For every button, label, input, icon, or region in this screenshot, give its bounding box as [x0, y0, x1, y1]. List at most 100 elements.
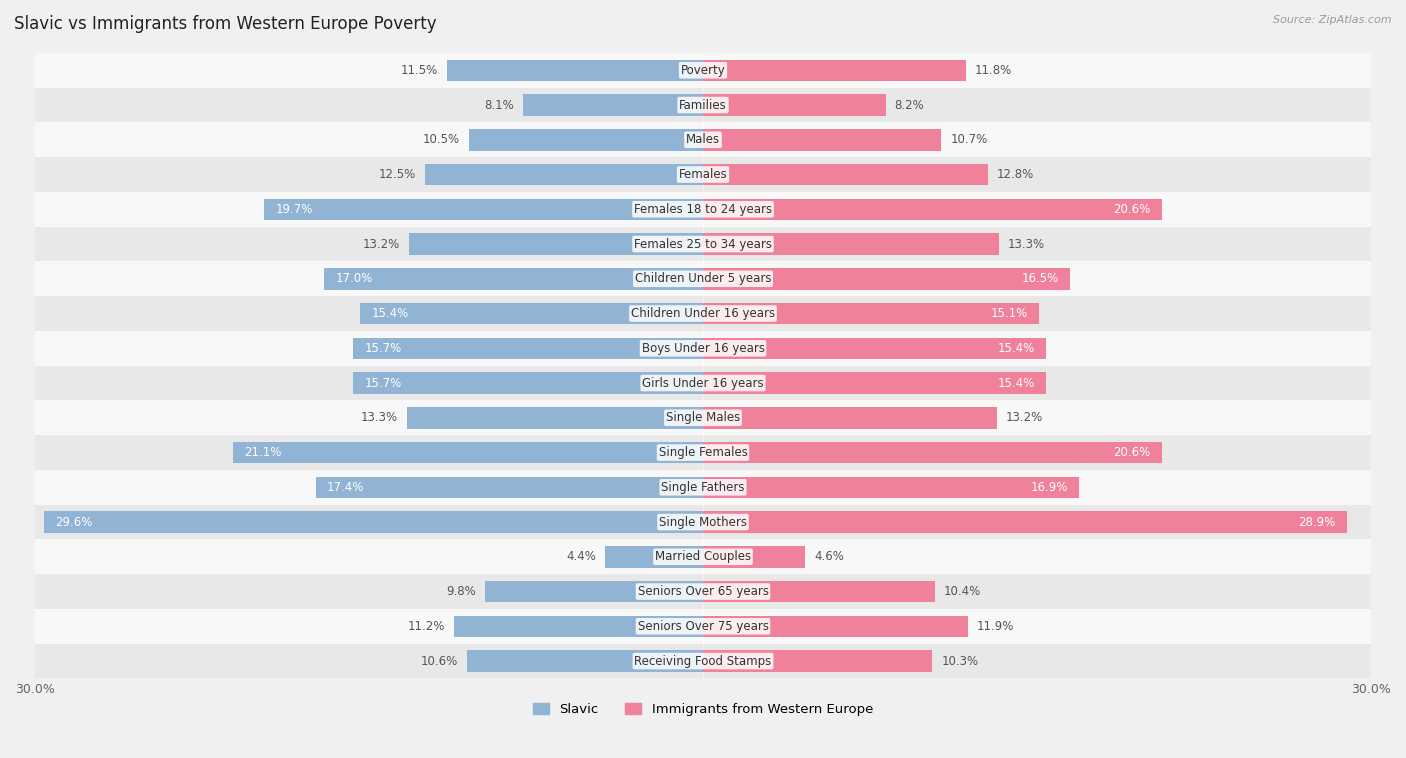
Text: 10.5%: 10.5% — [423, 133, 460, 146]
Bar — [35, 644, 1371, 678]
Text: 16.5%: 16.5% — [1022, 272, 1059, 285]
Bar — [315, 477, 703, 498]
Bar — [35, 574, 1371, 609]
Bar — [35, 88, 1371, 122]
Text: Seniors Over 75 years: Seniors Over 75 years — [637, 620, 769, 633]
Text: Poverty: Poverty — [681, 64, 725, 77]
Bar — [467, 650, 703, 672]
Text: 15.4%: 15.4% — [997, 342, 1035, 355]
Bar — [35, 53, 1371, 88]
Bar — [406, 407, 703, 428]
Bar — [35, 227, 1371, 262]
Bar — [35, 470, 1371, 505]
Bar — [703, 337, 1046, 359]
Text: 11.8%: 11.8% — [974, 64, 1012, 77]
Text: 15.1%: 15.1% — [991, 307, 1028, 320]
Text: Females 25 to 34 years: Females 25 to 34 years — [634, 237, 772, 251]
Text: 10.3%: 10.3% — [941, 655, 979, 668]
Text: 16.9%: 16.9% — [1031, 481, 1069, 493]
Bar — [703, 268, 1070, 290]
Bar — [35, 122, 1371, 157]
Bar — [703, 442, 1161, 463]
Bar — [35, 331, 1371, 365]
Bar — [360, 302, 703, 324]
Text: 15.4%: 15.4% — [371, 307, 409, 320]
Bar — [409, 233, 703, 255]
Text: Females: Females — [679, 168, 727, 181]
Text: Single Females: Single Females — [658, 446, 748, 459]
Bar — [523, 94, 703, 116]
Text: Families: Families — [679, 99, 727, 111]
Bar — [470, 129, 703, 151]
Text: Single Fathers: Single Fathers — [661, 481, 745, 493]
Text: 9.8%: 9.8% — [446, 585, 475, 598]
Bar — [703, 129, 941, 151]
Bar — [325, 268, 703, 290]
Bar — [703, 199, 1161, 220]
Text: 11.2%: 11.2% — [408, 620, 444, 633]
Text: 4.4%: 4.4% — [567, 550, 596, 563]
Text: 20.6%: 20.6% — [1114, 203, 1150, 216]
Text: Children Under 5 years: Children Under 5 years — [634, 272, 772, 285]
Bar — [703, 615, 967, 637]
Bar — [233, 442, 703, 463]
Bar — [703, 94, 886, 116]
Text: Seniors Over 65 years: Seniors Over 65 years — [637, 585, 769, 598]
Bar — [703, 511, 1347, 533]
Text: Receiving Food Stamps: Receiving Food Stamps — [634, 655, 772, 668]
Text: Source: ZipAtlas.com: Source: ZipAtlas.com — [1274, 15, 1392, 25]
Text: 21.1%: 21.1% — [245, 446, 281, 459]
Text: 13.3%: 13.3% — [361, 412, 398, 424]
Bar — [485, 581, 703, 603]
Text: 4.6%: 4.6% — [814, 550, 844, 563]
Text: Single Males: Single Males — [666, 412, 740, 424]
Text: Single Mothers: Single Mothers — [659, 515, 747, 528]
Bar — [44, 511, 703, 533]
Bar — [35, 365, 1371, 400]
Bar — [35, 262, 1371, 296]
Text: Females 18 to 24 years: Females 18 to 24 years — [634, 203, 772, 216]
Text: Males: Males — [686, 133, 720, 146]
Bar — [703, 164, 988, 185]
Text: 12.8%: 12.8% — [997, 168, 1035, 181]
Text: 8.1%: 8.1% — [484, 99, 513, 111]
Text: 8.2%: 8.2% — [894, 99, 924, 111]
Text: 28.9%: 28.9% — [1298, 515, 1336, 528]
Bar — [35, 505, 1371, 540]
Text: 10.6%: 10.6% — [420, 655, 458, 668]
Legend: Slavic, Immigrants from Western Europe: Slavic, Immigrants from Western Europe — [533, 703, 873, 716]
Bar — [703, 233, 1000, 255]
Text: Married Couples: Married Couples — [655, 550, 751, 563]
Text: 13.2%: 13.2% — [1005, 412, 1043, 424]
Text: 15.4%: 15.4% — [997, 377, 1035, 390]
Bar — [353, 337, 703, 359]
Text: 20.6%: 20.6% — [1114, 446, 1150, 459]
Bar — [703, 372, 1046, 394]
Text: Slavic vs Immigrants from Western Europe Poverty: Slavic vs Immigrants from Western Europe… — [14, 15, 437, 33]
Text: 10.4%: 10.4% — [943, 585, 981, 598]
Text: 15.7%: 15.7% — [364, 377, 402, 390]
Text: 12.5%: 12.5% — [378, 168, 416, 181]
Text: 17.4%: 17.4% — [326, 481, 364, 493]
Text: 15.7%: 15.7% — [364, 342, 402, 355]
Text: 17.0%: 17.0% — [336, 272, 373, 285]
Bar — [353, 372, 703, 394]
Bar — [35, 157, 1371, 192]
Bar — [35, 435, 1371, 470]
Text: Boys Under 16 years: Boys Under 16 years — [641, 342, 765, 355]
Text: 13.3%: 13.3% — [1008, 237, 1045, 251]
Bar — [703, 477, 1080, 498]
Bar — [35, 540, 1371, 574]
Bar — [703, 407, 997, 428]
Bar — [605, 546, 703, 568]
Text: 29.6%: 29.6% — [55, 515, 93, 528]
Text: Children Under 16 years: Children Under 16 years — [631, 307, 775, 320]
Bar — [703, 59, 966, 81]
Text: 13.2%: 13.2% — [363, 237, 401, 251]
Text: Girls Under 16 years: Girls Under 16 years — [643, 377, 763, 390]
Text: 11.5%: 11.5% — [401, 64, 439, 77]
Text: 10.7%: 10.7% — [950, 133, 987, 146]
Bar — [703, 650, 932, 672]
Bar — [703, 546, 806, 568]
Bar — [35, 192, 1371, 227]
